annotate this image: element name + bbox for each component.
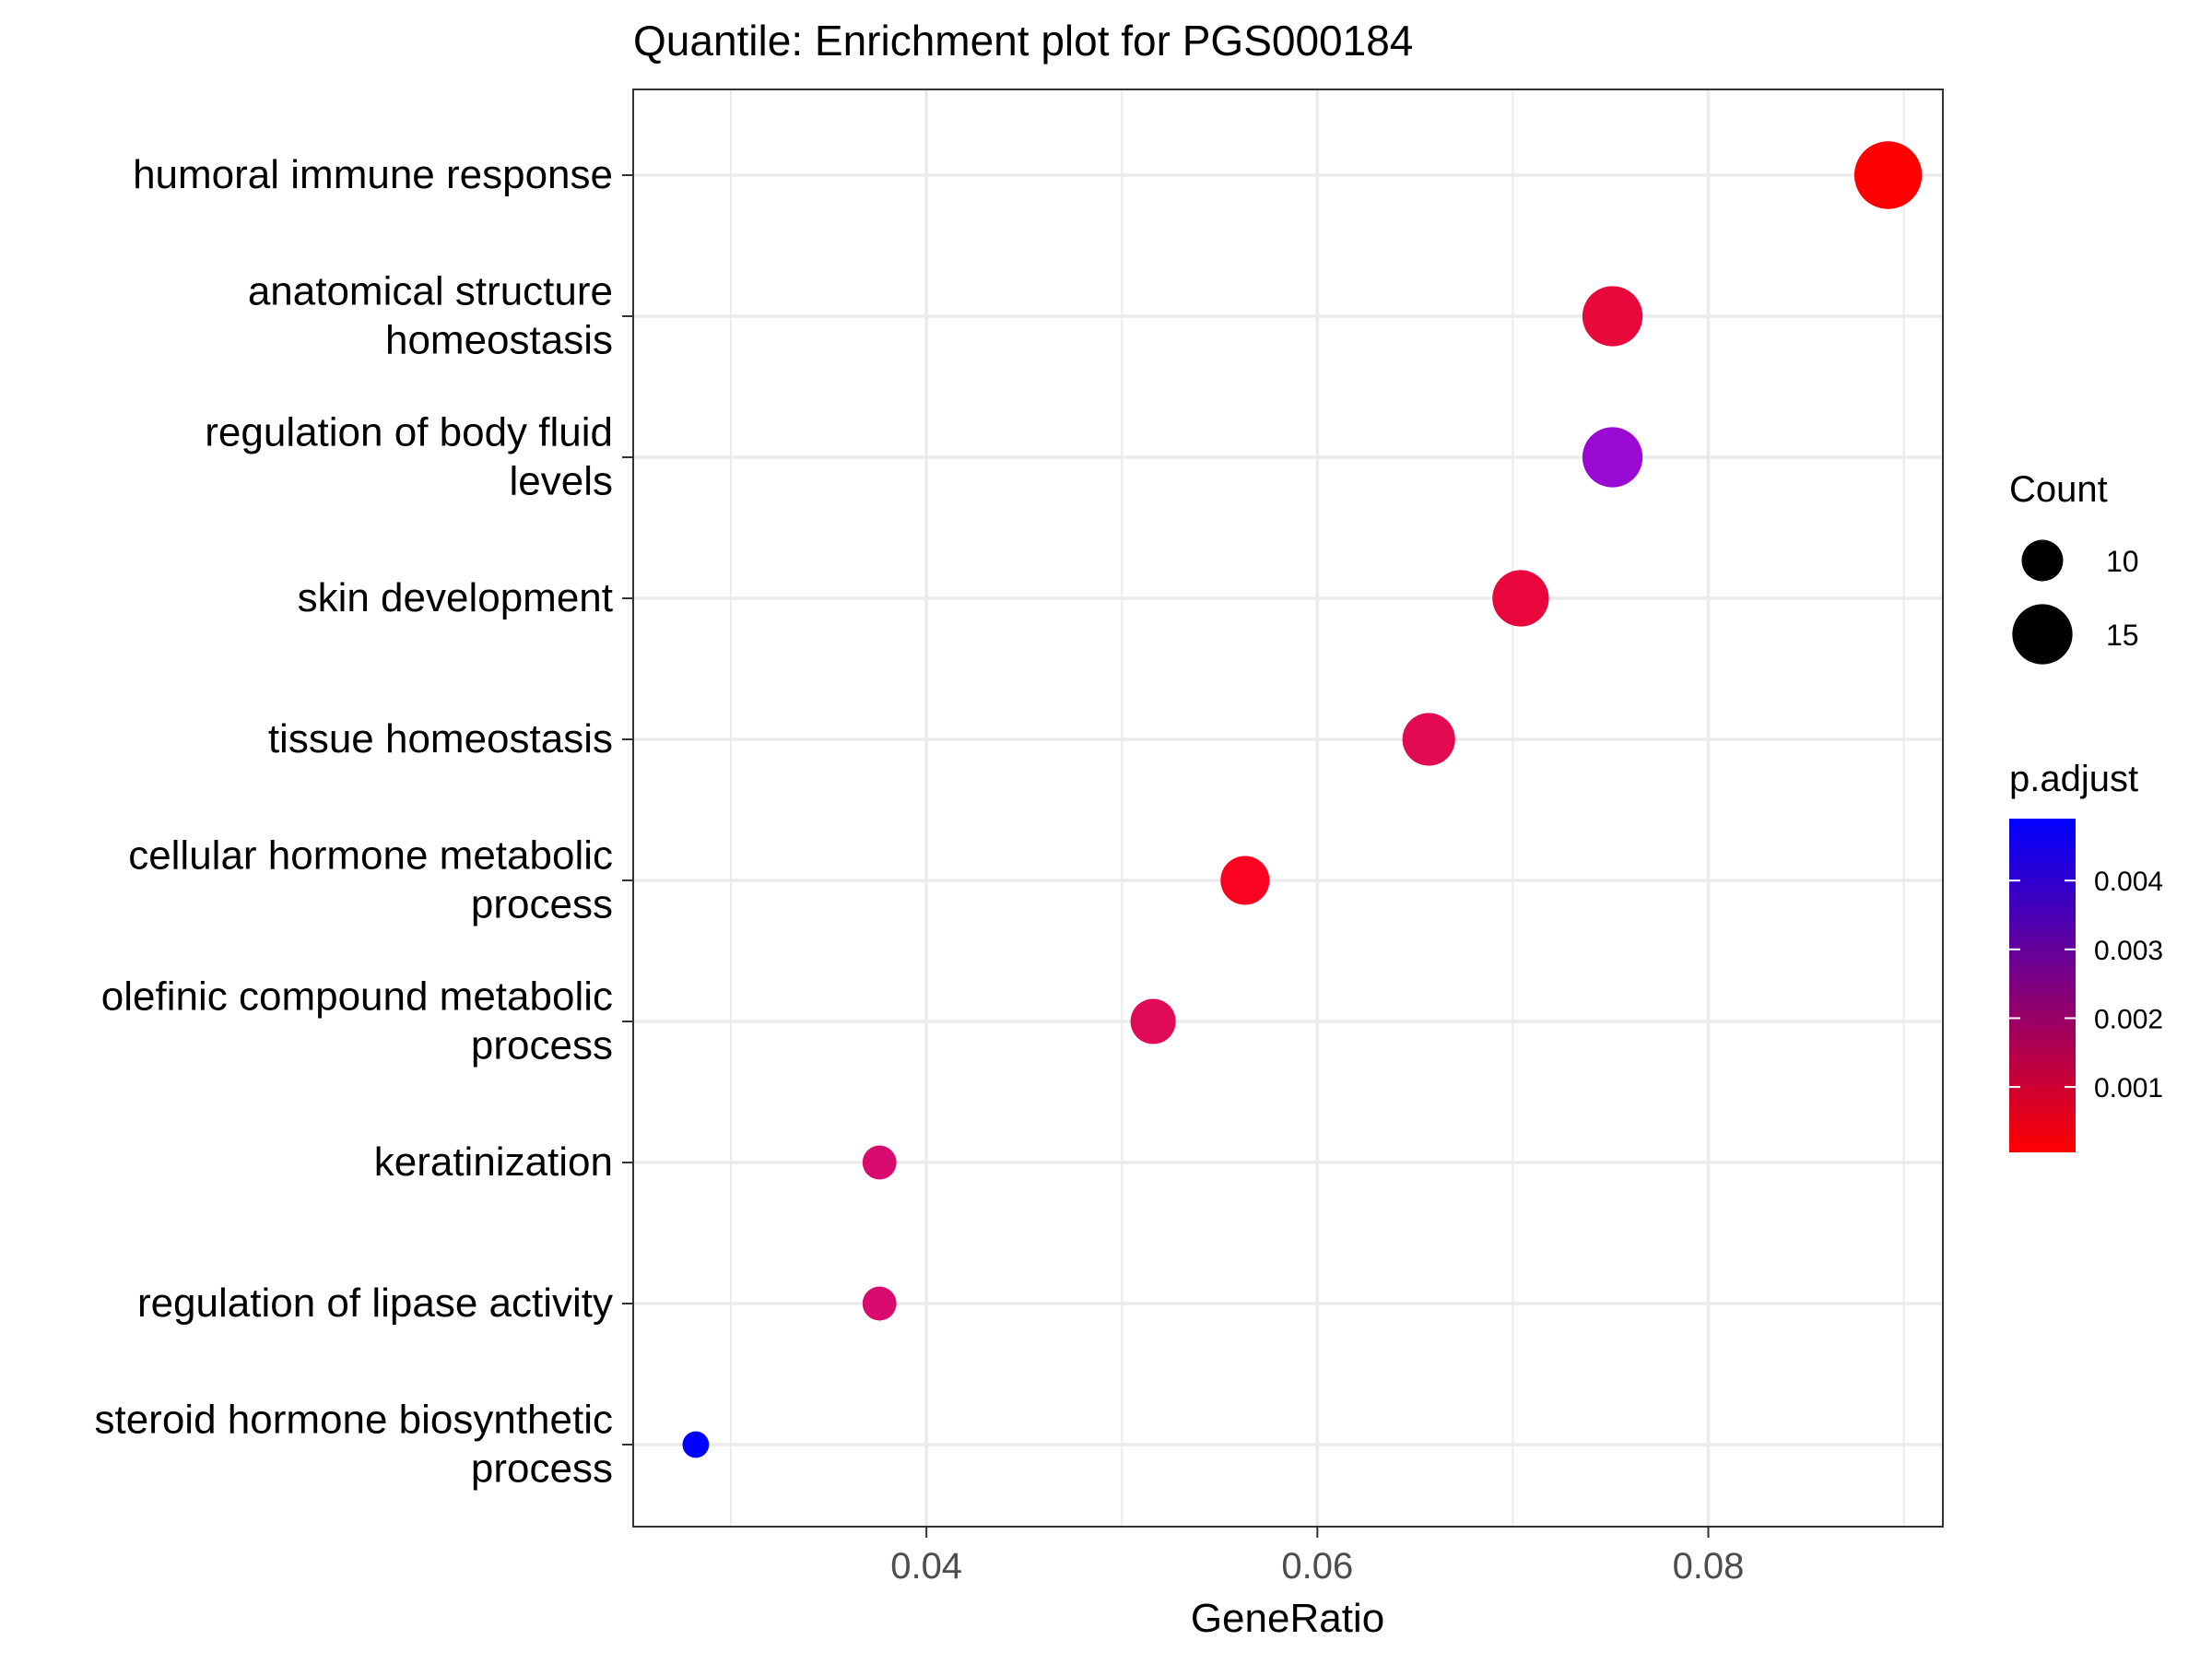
plot-panel-background <box>633 89 1943 1527</box>
y-tick-label: humoral immune response <box>133 152 613 197</box>
legend-colorbar <box>2009 819 2076 1152</box>
legend-count-label: 10 <box>2106 545 2139 578</box>
y-tick-label: process <box>471 1023 613 1068</box>
x-tick-label: 0.04 <box>890 1546 962 1587</box>
y-tick-label: homeostasis <box>385 318 613 363</box>
legend-count: Count 10 15 <box>2009 469 2139 665</box>
y-tick-label: olefinic compound metabolic <box>101 974 613 1020</box>
y-axis: humoral immune response anatomical struct… <box>94 152 633 1492</box>
legend-colorbar-label: 0.004 <box>2094 867 2163 897</box>
data-point <box>1582 286 1643 347</box>
chart-title: Quantile: Enrichment plot for PGS000184 <box>633 17 1413 65</box>
data-point <box>1492 570 1549 627</box>
data-point <box>862 1286 897 1321</box>
y-tick-label: regulation of lipase activity <box>137 1280 613 1326</box>
legend-colorbar-label: 0.003 <box>2094 936 2163 966</box>
data-point <box>1130 998 1176 1044</box>
legend-count-title: Count <box>2009 469 2108 510</box>
x-axis-title: GeneRatio <box>1191 1596 1384 1641</box>
legend-p-adjust: p.adjust 0.001 0.002 0.003 0.004 <box>2009 759 2163 1152</box>
y-tick-label: tissue homeostasis <box>268 716 613 761</box>
y-tick-label: regulation of body fluid <box>205 410 613 455</box>
y-tick-label: keratinization <box>374 1139 613 1185</box>
legend-colorbar-label: 0.001 <box>2094 1073 2163 1103</box>
data-point <box>862 1145 897 1180</box>
legend-count-key <box>2021 539 2064 582</box>
y-tick-label: steroid hormone biosynthetic <box>94 1398 613 1443</box>
x-tick-label: 0.08 <box>1673 1546 1745 1587</box>
x-axis: 0.04 0.06 0.08 <box>890 1527 1744 1587</box>
legend-p-adjust-title: p.adjust <box>2009 759 2138 799</box>
data-point <box>1582 427 1643 488</box>
data-point <box>1853 141 1923 209</box>
data-point <box>1402 713 1455 766</box>
y-tick-label: skin development <box>298 575 613 620</box>
y-tick-label: cellular hormone metabolic <box>128 833 613 879</box>
data-point <box>1220 856 1270 905</box>
y-tick-label: anatomical structure <box>248 269 613 314</box>
legend-count-label: 15 <box>2106 619 2139 652</box>
data-point <box>682 1431 710 1458</box>
y-tick-label: levels <box>510 459 614 504</box>
legend-colorbar-label: 0.002 <box>2094 1004 2163 1034</box>
y-tick-label: process <box>471 1446 613 1492</box>
plot-panel-border <box>632 89 1944 1528</box>
x-tick-label: 0.06 <box>1281 1546 1353 1587</box>
y-tick-label: process <box>471 882 613 927</box>
gridlines <box>633 89 1943 1527</box>
legend-count-key <box>2012 604 2073 665</box>
data-points <box>682 141 1923 1458</box>
